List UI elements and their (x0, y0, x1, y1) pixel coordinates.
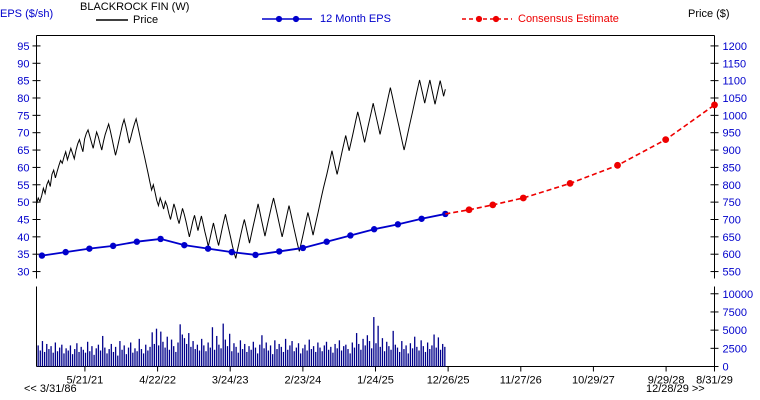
svg-text:95: 95 (17, 41, 29, 53)
svg-text:50: 50 (17, 197, 29, 209)
svg-text:4/22/22: 4/22/22 (139, 375, 176, 387)
svg-text:45: 45 (17, 214, 29, 226)
svg-text:600: 600 (723, 249, 741, 261)
price-legend-label: Price (133, 14, 159, 26)
svg-text:550: 550 (723, 267, 741, 279)
price-series (36, 79, 446, 259)
volume-axis-ticks: 0 2500 5000 7500 10000 (710, 289, 754, 374)
svg-text:40: 40 (17, 232, 29, 244)
svg-text:11/27/26: 11/27/26 (500, 375, 542, 387)
svg-text:70: 70 (17, 128, 29, 140)
svg-text:0: 0 (723, 362, 729, 374)
svg-text:2500: 2500 (723, 343, 747, 355)
svg-text:1100: 1100 (723, 76, 747, 88)
right-axis-ticks: 550 600 650 700 750 800 850 900 950 1000 1050 1100 1… (710, 41, 747, 279)
volume-series (37, 317, 446, 367)
svg-text:9/29/28: 9/29/28 (648, 375, 685, 387)
eps-legend-swatch (262, 15, 312, 23)
svg-text:950: 950 (723, 128, 741, 140)
x-axis-labels: 5/21/21 4/22/22 3/24/23 2/23/24 1/24/25 12/26… (67, 375, 733, 387)
chart-title: BLACKROCK FIN (W) (80, 1, 190, 13)
svg-text:30: 30 (17, 267, 29, 279)
consensus-legend-label: Consensus Estimate (518, 13, 619, 25)
svg-text:75: 75 (17, 110, 29, 122)
consensus-series (445, 101, 718, 215)
right-axis-title: Price ($) (688, 8, 730, 20)
svg-text:7500: 7500 (723, 307, 747, 319)
left-axis-title: EPS ($/sh) (0, 8, 54, 20)
range-end-label: 12/28/29 >> (646, 383, 705, 395)
svg-text:5000: 5000 (723, 325, 747, 337)
consensus-legend-swatch (462, 15, 512, 23)
svg-text:900: 900 (723, 145, 741, 157)
svg-text:65: 65 (17, 145, 29, 157)
price-panel-axes (36, 35, 715, 279)
svg-text:1000: 1000 (723, 110, 747, 122)
svg-text:1/24/25: 1/24/25 (357, 375, 394, 387)
svg-text:80: 80 (17, 93, 29, 105)
svg-text:650: 650 (723, 232, 741, 244)
svg-text:700: 700 (723, 214, 741, 226)
svg-text:2/23/24: 2/23/24 (285, 375, 322, 387)
range-start-label: << 3/31/86 (24, 383, 77, 395)
svg-text:5/21/21: 5/21/21 (67, 375, 104, 387)
svg-text:1050: 1050 (723, 93, 747, 105)
left-axis-ticks: 30 35 40 45 50 55 60 65 70 75 80 85 90 95 (17, 41, 41, 279)
svg-text:10000: 10000 (723, 289, 754, 301)
svg-text:60: 60 (17, 162, 29, 174)
svg-text:8/31/29: 8/31/29 (696, 375, 733, 387)
x-axis-ticks (84, 366, 715, 372)
svg-text:10/29/27: 10/29/27 (572, 375, 615, 387)
svg-text:750: 750 (723, 197, 741, 209)
svg-text:55: 55 (17, 180, 29, 192)
svg-text:3/24/23: 3/24/23 (212, 375, 249, 387)
svg-text:85: 85 (17, 76, 29, 88)
eps-series (38, 210, 449, 259)
svg-text:35: 35 (17, 249, 29, 261)
svg-text:1200: 1200 (723, 41, 747, 53)
eps-legend-label: 12 Month EPS (320, 13, 391, 25)
svg-text:1150: 1150 (723, 58, 747, 70)
svg-text:12/26/25: 12/26/25 (427, 375, 470, 387)
svg-text:90: 90 (17, 58, 29, 70)
svg-text:850: 850 (723, 162, 741, 174)
svg-text:800: 800 (723, 180, 741, 192)
